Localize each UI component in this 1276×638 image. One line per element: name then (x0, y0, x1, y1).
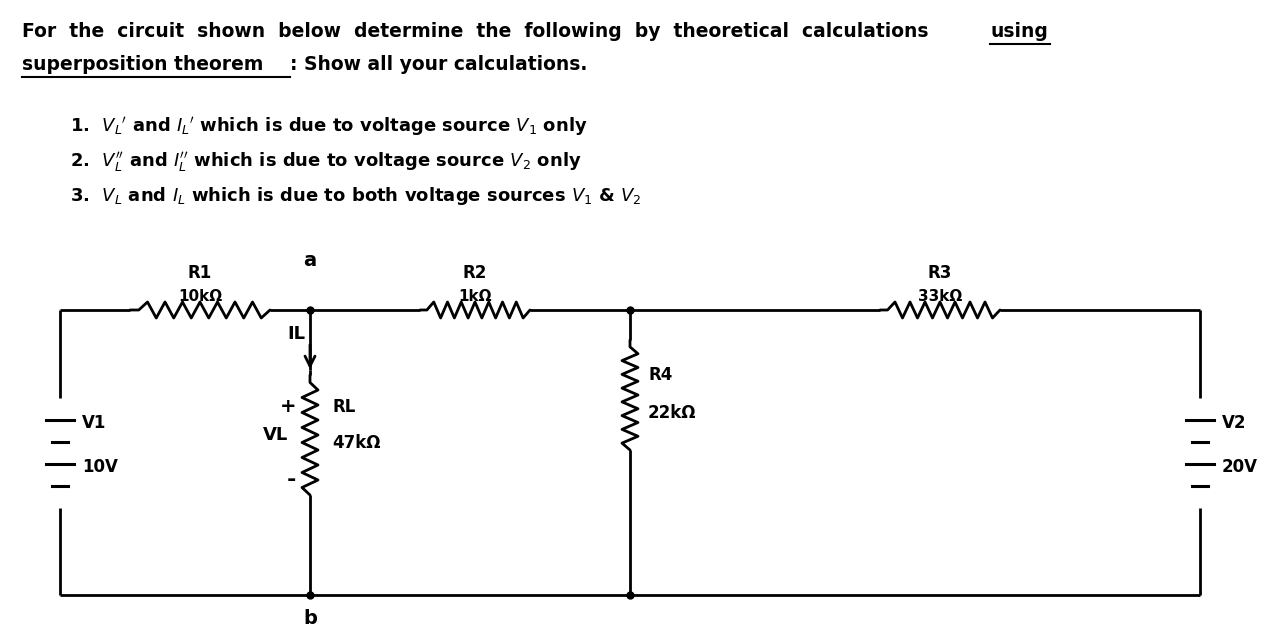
Text: For  the  circuit  shown  below  determine  the  following  by  theoretical  cal: For the circuit shown below determine th… (22, 22, 942, 41)
Text: R1: R1 (188, 264, 212, 282)
Text: VL: VL (263, 426, 288, 444)
Text: 2.  $V_L^{\prime\prime}$ and $I_L^{\prime\prime}$ which is due to voltage source: 2. $V_L^{\prime\prime}$ and $I_L^{\prime… (70, 150, 582, 174)
Text: V2: V2 (1222, 415, 1247, 433)
Text: RL: RL (332, 398, 356, 416)
Text: R4: R4 (648, 366, 672, 384)
Text: : Show all your calculations.: : Show all your calculations. (290, 55, 587, 74)
Text: using: using (990, 22, 1048, 41)
Text: 20V: 20V (1222, 457, 1258, 475)
Text: 3.  $V_L$ and $I_L$ which is due to both voltage sources $V_1$ & $V_2$: 3. $V_L$ and $I_L$ which is due to both … (70, 185, 642, 207)
Text: superposition theorem: superposition theorem (22, 55, 263, 74)
Text: IL: IL (287, 325, 305, 343)
Text: 22kΩ: 22kΩ (648, 404, 697, 422)
Text: +: + (279, 397, 296, 417)
Text: R2: R2 (463, 264, 487, 282)
Text: 47kΩ: 47kΩ (332, 434, 380, 452)
Text: -: - (287, 470, 296, 490)
Text: 10V: 10V (82, 457, 117, 475)
Text: b: b (304, 609, 316, 628)
Text: a: a (304, 251, 316, 270)
Text: 1.  $V_L{}'$ and $I_L{}'$ which is due to voltage source $V_1$ only: 1. $V_L{}'$ and $I_L{}'$ which is due to… (70, 115, 587, 138)
Text: 33kΩ: 33kΩ (917, 289, 962, 304)
Text: V1: V1 (82, 415, 106, 433)
Text: R3: R3 (928, 264, 952, 282)
Text: 10kΩ: 10kΩ (177, 289, 222, 304)
Text: 1kΩ: 1kΩ (458, 289, 491, 304)
